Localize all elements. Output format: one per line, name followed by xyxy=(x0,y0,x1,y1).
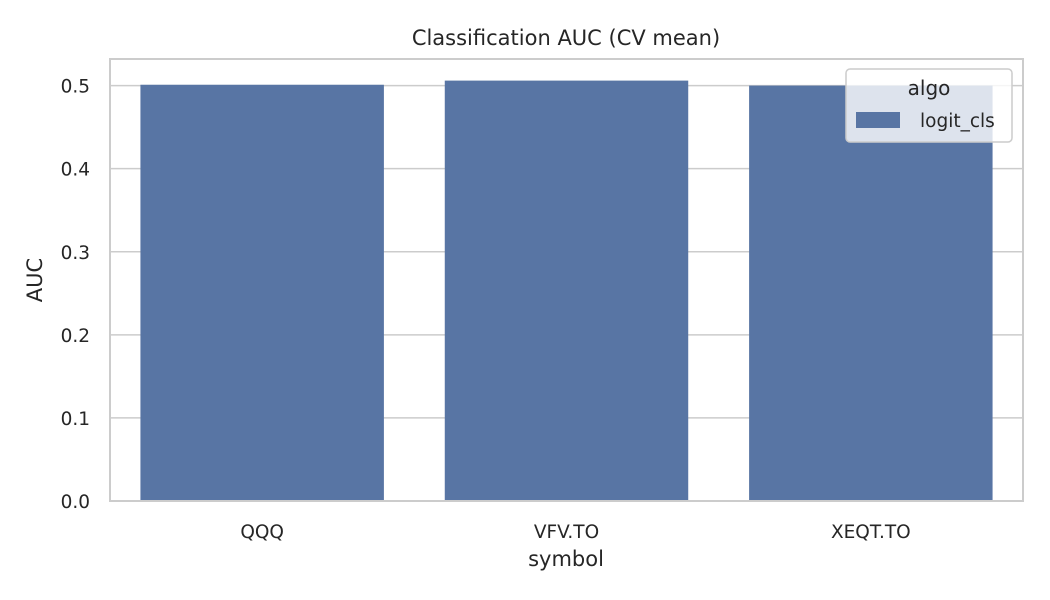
y-axis-ticks: 0.0 0.1 0.2 0.3 0.4 0.5 xyxy=(61,77,90,513)
y-tick-label: 0.1 xyxy=(61,409,90,430)
y-tick-label: 0.5 xyxy=(61,77,90,98)
x-tick-label: VFV.TO xyxy=(534,522,599,543)
legend: algo logit_cls xyxy=(845,68,1013,143)
y-tick-label: 0.4 xyxy=(61,160,90,181)
x-axis-label: symbol xyxy=(528,547,604,571)
bar-qqq xyxy=(140,84,384,501)
y-tick-label: 0.0 xyxy=(61,492,90,513)
x-axis-ticks: QQQ VFV.TO XEQT.TO xyxy=(240,522,910,543)
bar-vfv-to xyxy=(444,80,689,501)
bar-xeqt-to xyxy=(749,85,993,502)
x-tick-label: QQQ xyxy=(240,522,284,543)
y-axis-label: AUC xyxy=(23,258,47,302)
x-tick-label: XEQT.TO xyxy=(831,522,911,543)
legend-swatch xyxy=(856,112,900,128)
legend-label: logit_cls xyxy=(920,111,995,132)
chart-title: Classification AUC (CV mean) xyxy=(412,26,720,50)
plot-frame xyxy=(109,58,1024,502)
y-tick-label: 0.2 xyxy=(61,326,90,347)
y-tick-label: 0.3 xyxy=(61,243,90,264)
bars xyxy=(140,80,993,502)
legend-title: algo xyxy=(908,76,951,100)
